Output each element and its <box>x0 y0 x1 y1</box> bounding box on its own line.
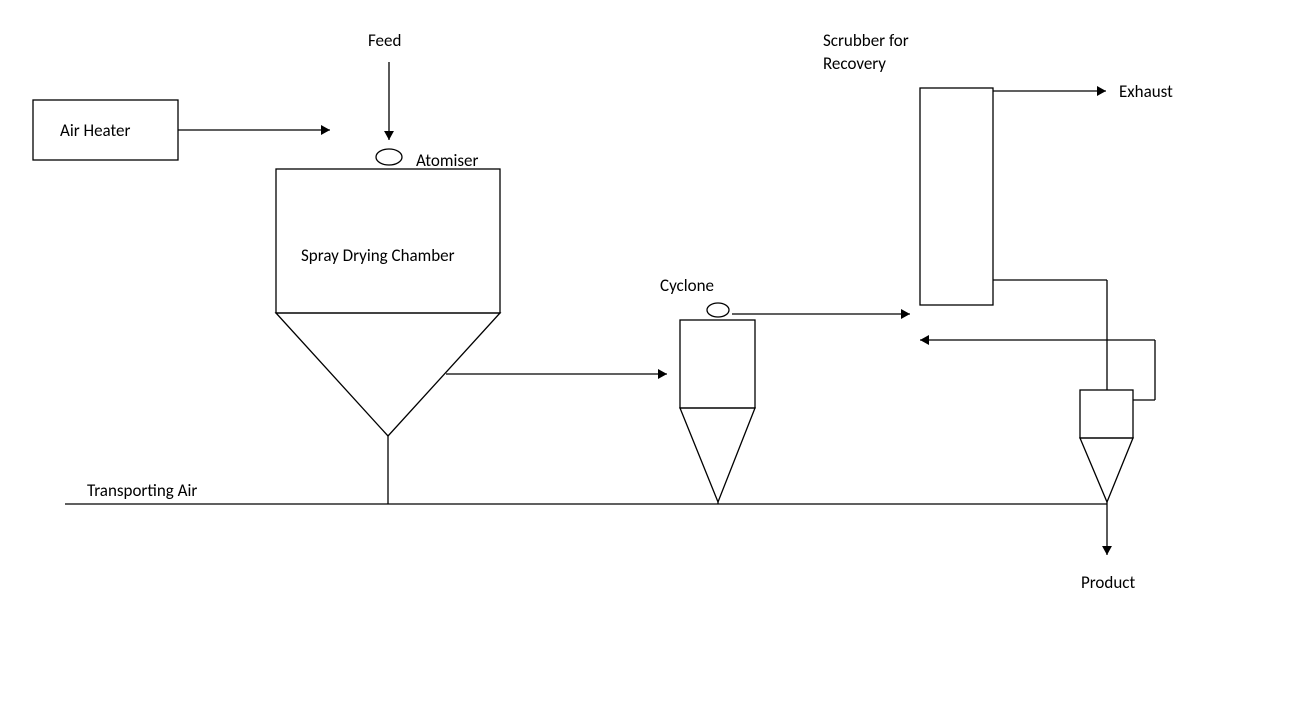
label-product: Product <box>1081 572 1135 593</box>
label-air-heater: Air Heater <box>60 120 130 141</box>
label-spray-chamber: Spray Drying Chamber <box>301 245 455 266</box>
label-scrubber-l2: Recovery <box>823 53 886 74</box>
label-scrubber-l1: Scrubber for <box>823 30 909 51</box>
label-transporting-air: Transporting Air <box>87 480 197 501</box>
label-exhaust: Exhaust <box>1119 81 1173 102</box>
label-atomiser: Atomiser <box>416 150 478 171</box>
label-feed: Feed <box>368 30 401 51</box>
label-cyclone: Cyclone <box>660 275 714 296</box>
process-diagram <box>0 0 1296 720</box>
